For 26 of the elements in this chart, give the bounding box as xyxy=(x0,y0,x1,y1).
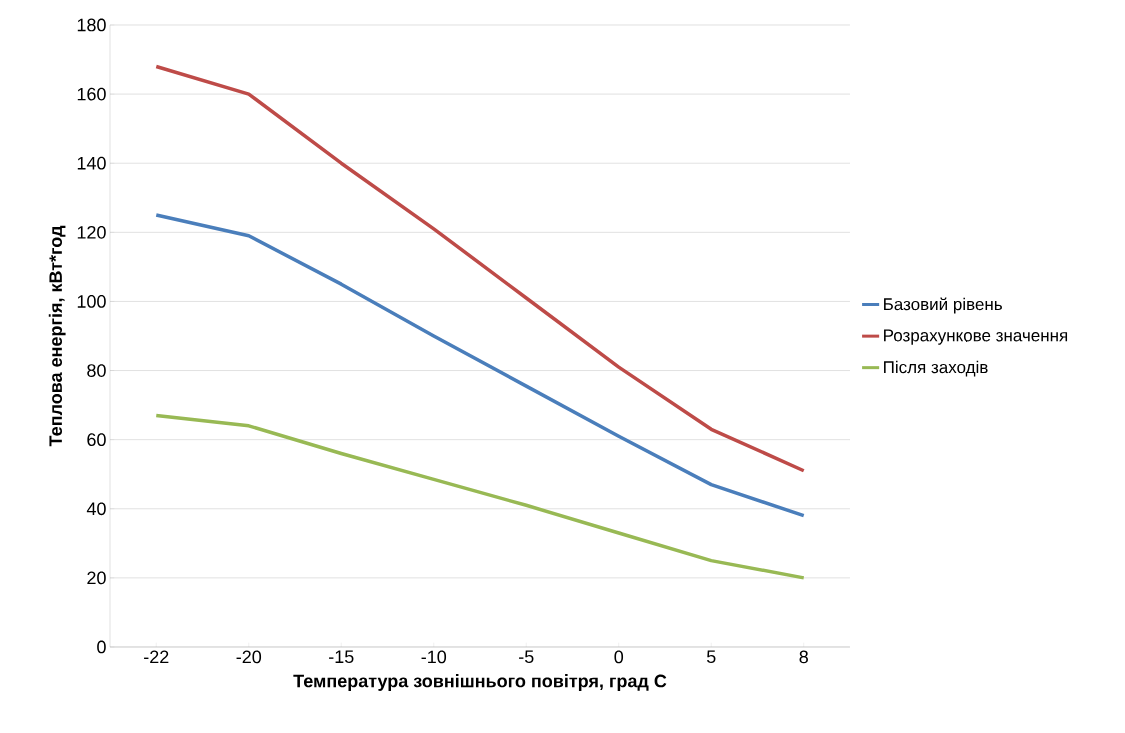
line-series xyxy=(154,413,806,580)
x-tick-label: -22 xyxy=(144,650,169,664)
line-series xyxy=(154,213,806,518)
y-tick-label: 100 xyxy=(77,295,106,308)
x-axis-title: Температура зовнішнього повітря, град С xyxy=(293,674,667,691)
x-tick-label: 5 xyxy=(706,650,716,664)
x-tick-label: 8 xyxy=(799,650,808,664)
y-tick-label: 160 xyxy=(77,87,106,101)
y-tick-label: 180 xyxy=(77,18,106,32)
x-tick-label: -5 xyxy=(519,650,534,664)
legend-label: Розрахункове значення xyxy=(884,329,1068,345)
y-tick-label: 120 xyxy=(77,225,106,239)
x-tick-label: 0 xyxy=(614,650,624,664)
y-tick-label: 0 xyxy=(97,640,106,654)
y-tick-label: 80 xyxy=(87,364,106,377)
x-tick-label: -15 xyxy=(329,650,354,664)
x-tick-label: -10 xyxy=(421,650,447,664)
y-tick-label: 140 xyxy=(77,156,106,170)
legend-label: Базовий рівень xyxy=(884,297,1002,314)
legend-label: Після заходів xyxy=(884,360,988,377)
y-tick-label: 40 xyxy=(86,502,106,516)
y-axis-title: Теплова енергія, кВт*год xyxy=(48,225,66,447)
line-series xyxy=(154,64,806,473)
x-tick-label: -20 xyxy=(236,650,262,664)
y-tick-label: 20 xyxy=(87,571,106,585)
y-tick-label: 60 xyxy=(87,433,106,447)
